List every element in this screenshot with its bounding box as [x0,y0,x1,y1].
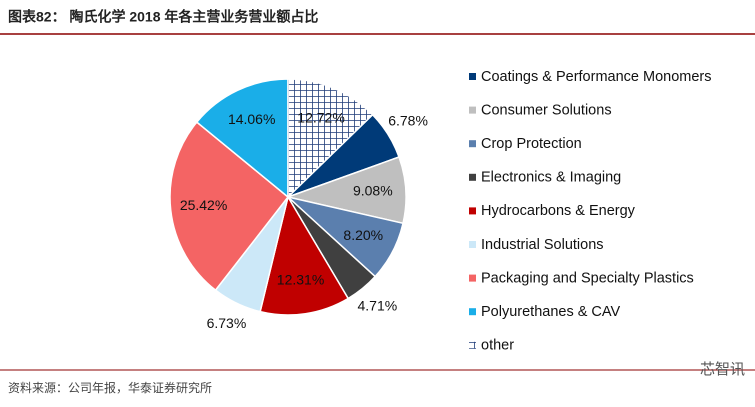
legend-swatch [469,241,476,248]
data-label: 8.20% [343,227,383,243]
data-label: 12.72% [297,109,344,125]
data-label: 14.06% [228,111,275,127]
legend-label: other [481,338,514,354]
data-label: 4.71% [358,298,398,314]
pie-slice [259,195,350,316]
data-label: 12.31% [277,272,324,288]
legend-label: Coatings & Performance Monomers [481,69,712,85]
pie-slice [287,78,374,199]
legend-label: Polyurethanes & CAV [481,304,620,320]
legend-swatch [469,73,476,80]
watermark: 芯智讯 [700,360,745,378]
legend-label: Hydrocarbons & Energy [481,203,636,219]
legend: Coatings & Performance Monomers Consumer … [469,69,712,354]
data-label: 9.08% [353,183,393,199]
source: 资料来源：公司年报，华泰证券研究所 [8,380,212,395]
data-label: 6.78% [388,113,428,129]
legend-label: Industrial Solutions [481,237,604,253]
legend-swatch [469,106,476,114]
legend-swatch [469,140,476,148]
legend-swatch [469,274,476,282]
legend-swatch [469,173,476,181]
pie-slice [169,121,290,292]
data-label: 25.42% [180,197,227,213]
legend-label: Consumer Solutions [481,102,612,118]
chart-title: 图表82： 陶氏化学 2018 年各主营业务营业额占比 [8,9,318,25]
legend-label: Crop Protection [481,136,582,152]
legend-swatch [469,207,476,215]
legend-swatch [469,308,476,316]
pie-slice [195,78,289,199]
pie: 6.78% 9.08% 8.20% 4.71% 12.31% 6.73% 25.42% 14.… [169,78,428,331]
legend-swatch [469,341,476,349]
legend-label: Electronics & Imaging [481,170,621,186]
data-label: 6.73% [207,315,247,331]
legend-label: Packaging and Specialty Plastics [481,270,694,286]
